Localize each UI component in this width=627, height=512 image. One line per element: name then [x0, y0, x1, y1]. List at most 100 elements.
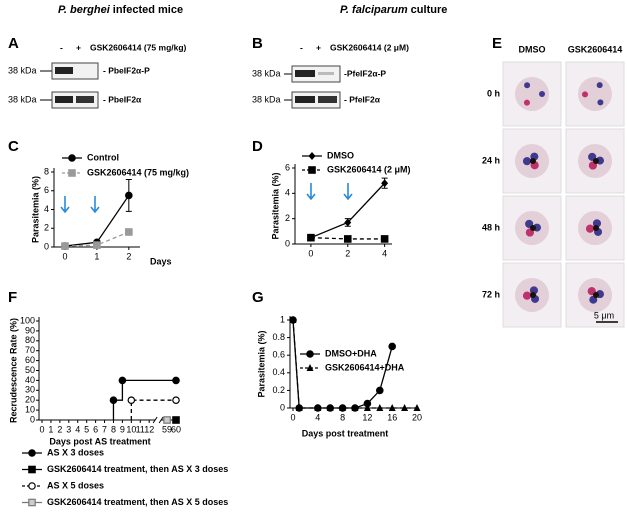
marker: [413, 404, 421, 411]
y-tick-label: 6: [285, 162, 290, 172]
y-tick-label: 0.6: [272, 350, 285, 360]
arrow: [60, 196, 70, 214]
header-right: P. falciparum culture: [340, 4, 447, 16]
marker: [61, 242, 69, 250]
panel-label: A: [8, 35, 19, 52]
marker: [289, 316, 297, 323]
band: [318, 72, 334, 75]
y-tick-label: 1: [280, 314, 285, 324]
arrow: [306, 183, 316, 201]
y-tick-label: 6: [44, 185, 49, 195]
treatment-arrows: [60, 183, 353, 214]
y-tick-label: 50: [25, 365, 35, 375]
marker: [295, 404, 303, 411]
row-label: 24 h: [482, 155, 500, 165]
legend-label: AS X 5 doses: [47, 480, 104, 490]
step-line: [130, 399, 176, 420]
axis-break: [155, 418, 162, 422]
lane-label: +: [76, 42, 81, 52]
y-tick-label: 0.2: [272, 385, 285, 395]
band: [55, 67, 73, 74]
x-tick-label: 10: [126, 424, 136, 434]
x-tick-label: 6: [93, 424, 98, 434]
panel-label: C: [8, 138, 19, 155]
marker: [163, 416, 171, 424]
header-left: P. berghei infected mice: [58, 4, 183, 16]
legend-marker: [28, 449, 36, 457]
x-tick-label: 60: [171, 424, 181, 434]
header-text: culture: [411, 4, 448, 16]
arrow: [90, 196, 100, 214]
band-label: - PbeIF2α-P: [103, 65, 150, 75]
y-tick-label: 2: [44, 223, 49, 233]
size-label: 38 kDa: [8, 94, 37, 104]
y-tick-label: 8: [44, 166, 49, 176]
x-axis-label: Days post treatment: [302, 428, 389, 438]
parasite: [523, 157, 532, 166]
lane-label: -: [60, 42, 63, 52]
marker: [125, 191, 133, 200]
y-tick-label: 4: [44, 204, 49, 214]
band: [318, 96, 337, 103]
y-tick-label: 0.8: [272, 332, 285, 342]
pigment: [530, 292, 536, 298]
x-tick-label: 12: [362, 412, 372, 422]
parasite: [539, 91, 545, 97]
parasite: [523, 291, 532, 300]
marker: [381, 179, 389, 188]
x-tick-label: 0: [39, 424, 44, 434]
legend-marker: [308, 152, 316, 160]
band: [295, 96, 315, 103]
x-tick-label: 4: [75, 424, 80, 434]
x-tick-label: 11: [136, 424, 145, 434]
marker: [307, 233, 315, 242]
legend-marker: [308, 166, 316, 174]
y-tick-label: 20: [25, 395, 35, 405]
band-label: - PbeIF2α: [103, 94, 142, 104]
y-tick-label: 0: [285, 238, 290, 248]
y-axis-label: Parasitemia (%): [256, 330, 266, 397]
parasite: [523, 99, 530, 106]
band-label: -PfeIF2α-P: [344, 68, 386, 78]
x-tick-label: 2: [345, 248, 350, 258]
legend-label: GSK2606414+DHA: [325, 362, 405, 372]
panel-label: G: [252, 289, 264, 306]
parasite: [597, 99, 604, 106]
band: [55, 96, 73, 103]
legend-marker: [28, 465, 36, 474]
marker: [343, 235, 352, 243]
marker: [172, 396, 180, 405]
marker: [376, 404, 384, 411]
marker: [388, 342, 397, 351]
pigment: [593, 225, 599, 231]
parasite: [582, 91, 589, 98]
legend-label: DMSO: [327, 150, 354, 160]
axis-break-mark: [152, 416, 164, 424]
x-tick-label: 59: [162, 424, 172, 434]
legend-marker: [28, 498, 36, 507]
legend-label: Control: [87, 152, 119, 162]
size-label: 38 kDa: [252, 94, 281, 104]
y-tick-label: 10: [25, 404, 35, 414]
cell: [578, 77, 612, 111]
legend-marker: [68, 154, 76, 162]
row-label: 72 h: [482, 289, 500, 299]
marker: [125, 228, 133, 236]
y-tick-label: 0: [30, 414, 35, 424]
marker: [109, 396, 118, 405]
parasite: [586, 224, 595, 233]
size-label: 38 kDa: [8, 65, 37, 75]
x-tick-label: 2: [57, 424, 62, 434]
x-tick-label: 0: [62, 251, 67, 261]
lane-label: +: [316, 42, 321, 52]
y-tick-label: 40: [25, 375, 35, 385]
treatment-label: GSK2606414 (75 mg/kg): [90, 42, 187, 52]
legend-label: DMSO+DHA: [325, 348, 377, 358]
marker: [339, 404, 347, 411]
step-line: [112, 379, 176, 420]
x-tick-label: 20: [412, 412, 422, 422]
parasite: [524, 82, 531, 89]
legend-label: GSK2606414 (2 μM): [327, 164, 411, 174]
